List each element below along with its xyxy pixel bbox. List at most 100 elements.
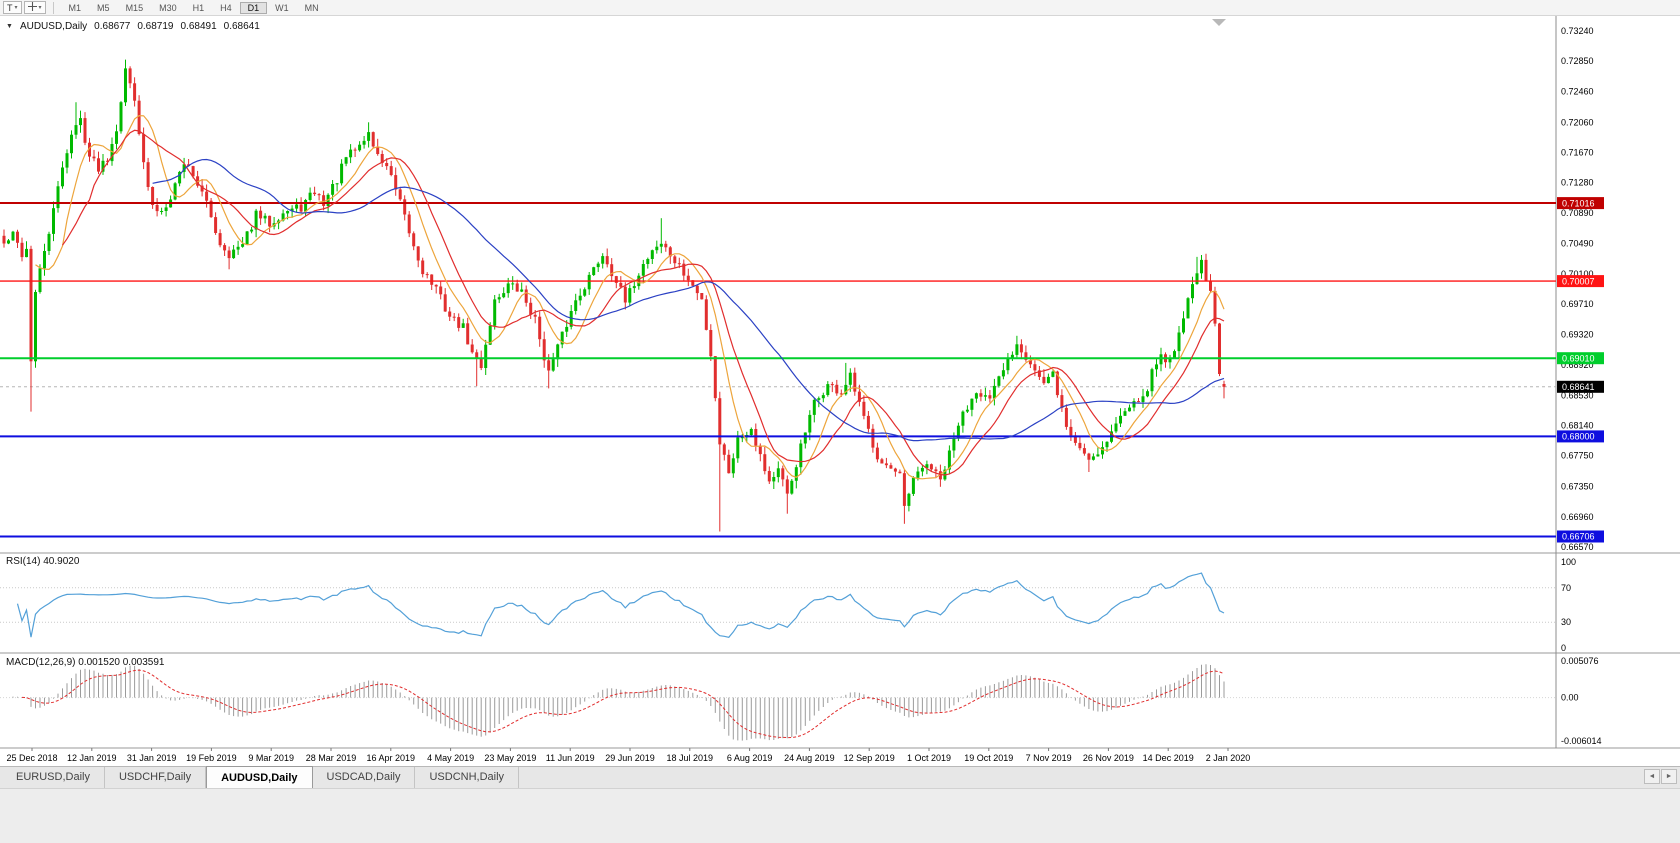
candle-body: [781, 468, 785, 480]
timeframe-button-mn[interactable]: MN: [304, 2, 319, 13]
date-axis-label: 24 Aug 2019: [784, 753, 835, 763]
price-axis-label: 0.72460: [1561, 86, 1594, 96]
candle-body: [718, 398, 722, 445]
price-axis-label: 0.68530: [1561, 390, 1594, 400]
candle-body: [542, 339, 546, 361]
chart-symbol-label: AUDUSD,Daily: [19, 21, 88, 32]
crosshair-tool-button[interactable]: ▾: [23, 1, 46, 14]
candle-body: [610, 264, 614, 277]
tab-usdcnh-daily[interactable]: USDCNH,Daily: [415, 767, 520, 788]
candle-body: [898, 471, 902, 474]
candle-body: [862, 401, 866, 416]
price-badge: [1557, 197, 1604, 210]
tab-scroll-right-button[interactable]: ►: [1661, 769, 1677, 784]
date-axis-label: 18 Jul 2019: [667, 753, 714, 763]
candle-body: [1042, 376, 1046, 384]
candle-body: [673, 256, 677, 264]
candle-body: [619, 282, 623, 287]
candle-body: [362, 140, 366, 145]
timeframe-button-w1[interactable]: W1: [275, 2, 289, 13]
timeframe-button-m15[interactable]: M15: [125, 2, 144, 13]
price-badge-label: 0.69010: [1562, 353, 1595, 363]
candle-body: [106, 160, 109, 162]
chart-shift-marker-icon[interactable]: [1212, 19, 1226, 26]
candle-body: [1078, 442, 1082, 449]
candle-body: [547, 360, 551, 371]
candle-body: [1173, 351, 1176, 359]
candle-body: [335, 183, 339, 185]
ohlc-high-value: 0.68719: [137, 21, 174, 32]
candle-body: [34, 292, 37, 362]
candle-body: [74, 125, 78, 135]
candle-body: [290, 208, 294, 212]
candle-body: [353, 149, 357, 151]
candle-body: [1015, 344, 1019, 355]
candle-body: [173, 183, 177, 200]
macd-axis-label: 0.00: [1561, 693, 1579, 703]
candle-body: [835, 384, 839, 394]
candle-body: [731, 458, 735, 474]
candle-body: [1101, 447, 1104, 455]
candle-body: [484, 344, 488, 368]
candle-body: [956, 425, 960, 439]
candle-body: [223, 245, 227, 251]
timeframe-button-m1[interactable]: M1: [68, 2, 82, 13]
timeframe-toolbar: M1 M5 M15 M30 H1 H4 D1 W1 MN: [61, 1, 327, 14]
chart-canvas[interactable]: 0.73240 0.72850 0.72460 0.72060 0.71670 0.712…: [0, 16, 1680, 766]
timeframe-button-m5[interactable]: M5: [97, 2, 110, 13]
price-axis-label: 0.72850: [1561, 56, 1594, 66]
candle-body: [614, 276, 618, 283]
chart-tabs: EURUSD,Daily USDCHF,Daily AUDUSD,Daily USDC…: [0, 766, 1680, 788]
candle-body: [38, 268, 42, 292]
timeframe-button-m30[interactable]: M30: [159, 2, 177, 13]
tab-audusd-daily[interactable]: AUDUSD,Daily: [206, 766, 313, 788]
candle-body: [560, 331, 564, 345]
candle-body: [218, 233, 222, 246]
candle-body: [722, 444, 726, 455]
moving-average-34: [152, 158, 1225, 442]
tab-scroll-left-button[interactable]: ◄: [1644, 769, 1660, 784]
price-axis-label: 0.67350: [1561, 482, 1594, 492]
candle-body: [997, 376, 1001, 386]
candle-body: [110, 144, 114, 162]
date-axis-label: 12 Sep 2019: [844, 753, 895, 763]
candle-body: [970, 398, 974, 410]
candle-body: [767, 471, 771, 482]
candle-body: [398, 189, 402, 200]
timeframe-button-h4[interactable]: H4: [220, 2, 232, 13]
tab-usdchf-daily[interactable]: USDCHF,Daily: [105, 767, 207, 788]
template-tool-button[interactable]: T ▾: [3, 1, 22, 14]
candle-body: [79, 118, 82, 126]
candle-body: [47, 233, 51, 251]
price-badge: [1557, 530, 1604, 543]
candle-body: [650, 250, 654, 259]
candle-body: [668, 247, 672, 257]
candle-body: [1033, 364, 1037, 371]
tab-usdcad-daily[interactable]: USDCAD,Daily: [313, 767, 416, 788]
date-axis-label: 2 Jan 2020: [1206, 753, 1251, 763]
price-badge: [1557, 430, 1604, 443]
candle-body: [241, 244, 245, 247]
candle-body: [529, 302, 533, 315]
chart-ohlc-header: ▼ AUDUSD,Daily 0.68677 0.68719 0.68491 0…: [6, 21, 260, 32]
candle-body: [790, 480, 794, 494]
candle-body: [7, 240, 10, 244]
candle-body: [875, 447, 879, 460]
timeframe-button-h1[interactable]: H1: [192, 2, 205, 13]
candle-body: [605, 256, 609, 265]
collapse-arrow-icon[interactable]: ▼: [6, 23, 13, 30]
candle-body: [209, 200, 213, 218]
candle-body: [1186, 298, 1190, 319]
tab-eurusd-daily[interactable]: EURUSD,Daily: [2, 767, 105, 788]
candle-body: [803, 432, 807, 444]
candle-body: [1200, 259, 1203, 274]
timeframe-button-d1[interactable]: D1: [239, 1, 268, 14]
candle-body: [70, 134, 73, 154]
candle-body: [538, 316, 542, 340]
price-badge: [1557, 380, 1604, 393]
macd-indicator-label: MACD(12,26,9) 0.001520 0.003591: [6, 657, 165, 668]
candle-body: [2, 235, 6, 244]
candle-body: [88, 142, 91, 157]
caret-down-icon: ▾: [14, 4, 18, 11]
candle-body: [191, 166, 195, 177]
